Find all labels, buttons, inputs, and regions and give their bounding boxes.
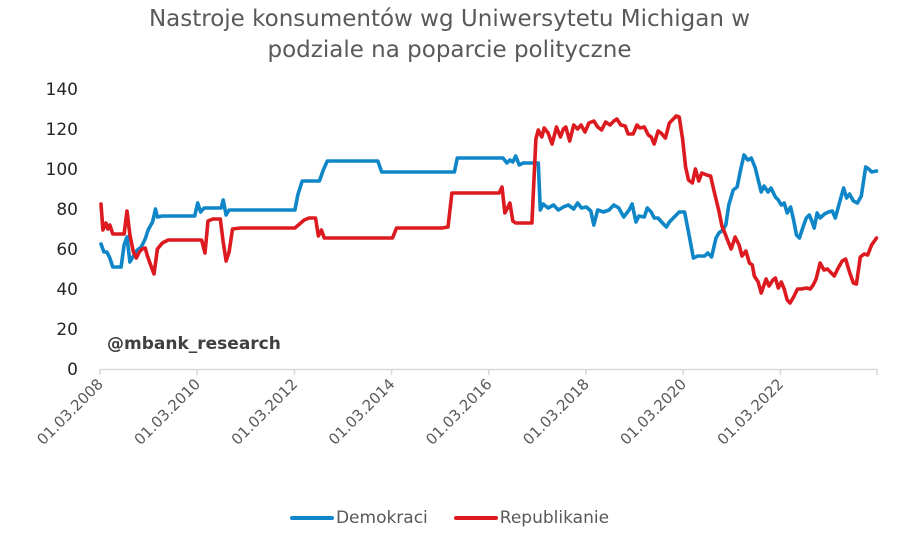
y-tick-label: 120	[46, 120, 78, 140]
y-tick-label: 140	[46, 80, 78, 100]
x-tick-label: 01.03.2012	[228, 375, 301, 448]
legend-item-republikanie[interactable]: Republikanie	[453, 508, 610, 528]
x-axis: 01.03.2008 01.03.2010 01.03.2012 01.03.2014…	[33, 368, 878, 449]
x-tick-label: 01.03.2016	[422, 375, 495, 448]
chart-title-line-2: podziale na poparcie polityczne	[267, 37, 632, 63]
y-axis: 0 20 40 60 80 100 120 140	[46, 80, 78, 380]
x-tick-label: 01.03.2018	[519, 375, 592, 448]
legend-label: Demokraci	[335, 508, 428, 528]
y-tick-label: 0	[67, 360, 78, 380]
watermark: @mbank_research	[107, 334, 281, 354]
legend-line-icon-red	[453, 516, 498, 520]
y-tick-label: 40	[56, 280, 78, 300]
y-tick-label: 100	[46, 160, 78, 180]
series-line-demokraci	[99, 153, 879, 269]
legend-label: Republikanie	[499, 508, 610, 528]
legend-item-demokraci[interactable]: Demokraci	[289, 508, 428, 528]
x-tick-label: 01.03.2008	[33, 375, 106, 448]
chart-title-line-1: Nastroje konsumentów wg Uniwersytetu Mic…	[148, 6, 751, 32]
x-tick-label: 01.03.2014	[325, 375, 398, 448]
legend-line-icon-blue	[289, 516, 334, 520]
chart-title: Nastroje konsumentów wg Uniwersytetu Mic…	[0, 4, 899, 66]
y-tick-label: 80	[56, 200, 78, 220]
x-tick-label: 01.03.2010	[131, 375, 204, 448]
x-tick-label: 01.03.2020	[617, 375, 690, 448]
series-lines	[99, 114, 879, 305]
y-tick-label: 20	[56, 320, 78, 340]
series-line-republikanie	[99, 114, 879, 305]
x-tick-label: 01.03.2022	[714, 375, 787, 448]
y-tick-label: 60	[56, 240, 78, 260]
legend: Demokraci Republikanie	[0, 508, 899, 528]
